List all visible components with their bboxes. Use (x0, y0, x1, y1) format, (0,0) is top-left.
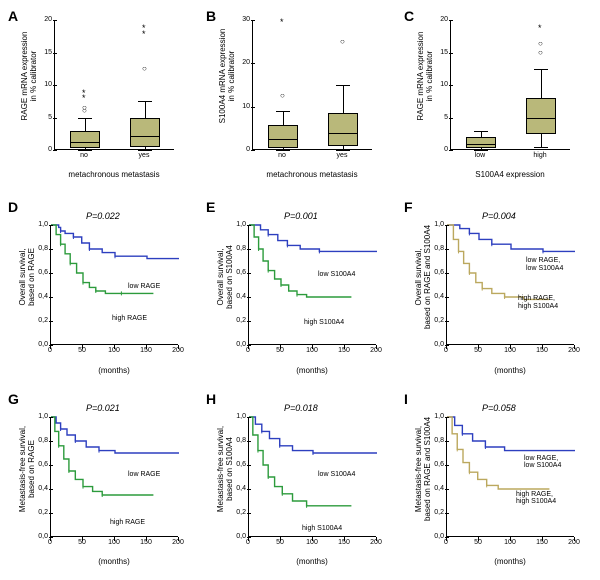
xticks-A: no yes (54, 150, 174, 162)
panel-letter: B (206, 8, 216, 24)
outlier: ○ (538, 50, 543, 56)
panel-letter: I (404, 391, 408, 407)
outlier: ○ (82, 105, 87, 111)
panel-letter: C (404, 8, 414, 24)
xtick: low (460, 152, 500, 159)
ylabel-I: Metastasis-free survival, based on RAGE … (414, 409, 432, 529)
p-value: P=0.001 (284, 211, 318, 221)
xlabel-C: S100A4 expression (450, 170, 570, 179)
ylabel-G: Metastasis-free survival, based on RAGE (18, 409, 36, 529)
plot-B: ○ * ○ (252, 20, 372, 150)
plot-A: ○○**○** (54, 20, 174, 150)
xlabel-I: (months) (446, 557, 574, 566)
xticks-B: no yes (252, 150, 372, 162)
outlier: ○ (142, 66, 147, 72)
outlier: * (280, 19, 284, 25)
outlier: * (142, 25, 146, 31)
outlier: ○ (340, 39, 345, 45)
curve-label: high RAGE, high S100A4 (516, 491, 556, 506)
xtick: no (64, 152, 104, 159)
outlier: ○ (280, 93, 285, 99)
ytick: 0 (230, 146, 250, 153)
p-value: P=0.021 (86, 403, 120, 413)
curve-label: high S100A4 (304, 319, 344, 327)
xlabel-H: (months) (248, 557, 376, 566)
p-value: P=0.058 (482, 403, 516, 413)
curve-label: high RAGE, high S100A4 (518, 295, 558, 310)
p-value: P=0.004 (482, 211, 516, 221)
box (526, 98, 556, 134)
p-value: P=0.022 (86, 211, 120, 221)
box (130, 118, 160, 147)
xlabel-B: metachronous metastasis (252, 170, 372, 179)
xticks-C: low high (450, 150, 570, 162)
ylabel-E: Overall survival, based on S100A4 (216, 217, 234, 337)
plot-C: ○ ○ * (450, 20, 570, 150)
ylabel-H: Metastasis-free survival, based on S100A… (216, 409, 234, 529)
curve-label: low RAGE (128, 283, 160, 291)
plot-I (446, 417, 574, 537)
plot-H (248, 417, 376, 537)
xlabel-E: (months) (248, 366, 376, 375)
box (328, 113, 358, 146)
panel-E: E0,00,20,40,60,81,0050100150200Overall s… (204, 197, 396, 382)
panel-H: H0,00,20,40,60,81,0050100150200Metastasi… (204, 389, 396, 574)
xtick: high (520, 152, 560, 159)
panel-letter: A (8, 8, 18, 24)
xtick: yes (124, 152, 164, 159)
curve-label: low S100A4 (318, 471, 355, 479)
panel-A: A○○**○**05101520noyesRAGE mRNA expressio… (6, 6, 198, 191)
box (268, 125, 298, 148)
xtick: no (262, 152, 302, 159)
panel-B: B○*○0102030noyesS100A4 mRNA expression i… (204, 6, 396, 191)
curve-label: high S100A4 (302, 525, 342, 533)
ytick: 0 (32, 146, 52, 153)
panel-G: G0,00,20,40,60,81,0050100150200Metastasi… (6, 389, 198, 574)
p-value: P=0.018 (284, 403, 318, 413)
panel-letter: G (8, 391, 19, 407)
curve-label: low S100A4 (318, 271, 355, 279)
ylabel-D: Overall survival, based on RAGE (18, 217, 36, 337)
xlabel-A: metachronous metastasis (54, 170, 174, 179)
panel-letter: H (206, 391, 216, 407)
curve-label: high RAGE (110, 519, 145, 527)
xtick: yes (322, 152, 362, 159)
outlier: * (538, 25, 542, 31)
panel-F: F0,00,20,40,60,81,0050100150200Overall s… (402, 197, 594, 382)
outlier: ○ (538, 41, 543, 47)
panel-letter: E (206, 199, 215, 215)
xlabel-F: (months) (446, 366, 574, 375)
panel-letter: F (404, 199, 413, 215)
figure-grid: A○○**○**05101520noyesRAGE mRNA expressio… (0, 0, 600, 580)
plot-F (446, 225, 574, 345)
panel-C: C○○*05101520lowhighRAGE mRNA expression … (402, 6, 594, 191)
panel-I: I0,00,20,40,60,81,0050100150200Metastasi… (402, 389, 594, 574)
panel-D: D0,00,20,40,60,81,0050100150200Overall s… (6, 197, 198, 382)
ylabel-A: RAGE mRNA expression in % calibrator (20, 16, 38, 136)
ylabel-B: S100A4 mRNA expression in % calibrator (218, 16, 236, 136)
xlabel-D: (months) (50, 366, 178, 375)
xlabel-G: (months) (50, 557, 178, 566)
panel-letter: D (8, 199, 18, 215)
ylabel-F: Overall survival, based on RAGE and S100… (414, 217, 432, 337)
ylabel-C: RAGE mRNA expression in % calibrator (416, 16, 434, 136)
outlier: * (82, 90, 86, 96)
curve-label: low RAGE, low S100A4 (524, 455, 561, 470)
curve-label: low RAGE (128, 471, 160, 479)
curve-label: low RAGE, low S100A4 (526, 257, 563, 272)
box (70, 131, 100, 149)
curve-label: high RAGE (112, 315, 147, 323)
ytick: 0 (428, 146, 448, 153)
plot-E (248, 225, 376, 345)
